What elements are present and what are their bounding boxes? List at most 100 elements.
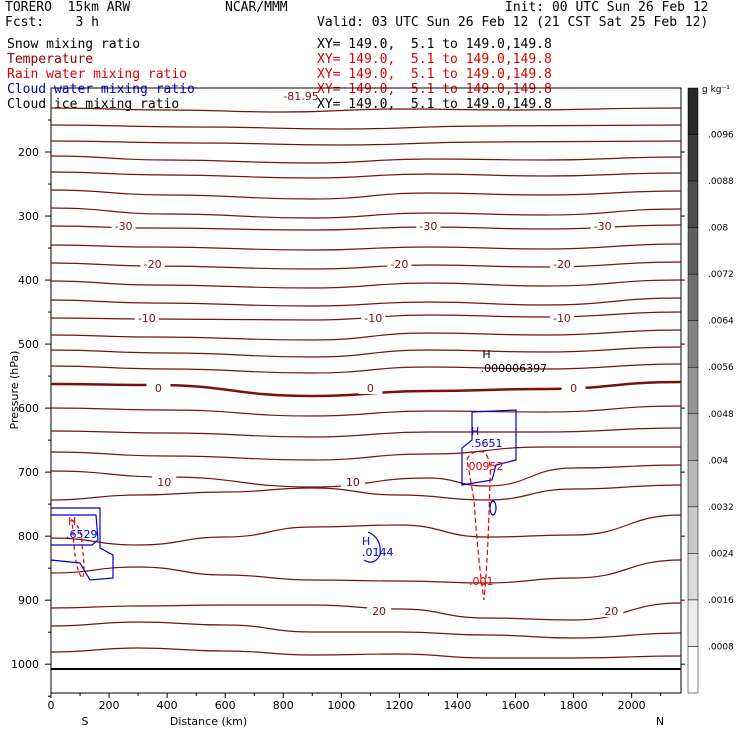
x-tick-label: 0	[48, 699, 55, 712]
isotherm-label-bg	[549, 257, 574, 270]
cloud-water-small	[489, 500, 497, 516]
isotherm-line	[50, 427, 682, 438]
colorbar-band	[687, 87, 699, 135]
isotherm-line	[50, 124, 682, 130]
cloud-water-contour-2	[363, 531, 381, 563]
isotherm-line	[50, 243, 682, 251]
isotherm-label-bg	[599, 604, 624, 617]
cloud-water-H: H	[471, 425, 479, 438]
isotherm-label-bg	[549, 311, 574, 324]
colorbar-tick-label: .0008	[708, 642, 734, 652]
isotherm-label: 20	[372, 605, 386, 618]
isotherm-label-bg	[152, 475, 177, 488]
legend-field-xy: XY= 149.0, 5.1 to 149.0,149.8	[317, 37, 552, 52]
isotherm-label: -20	[553, 258, 571, 271]
colorbar-band	[687, 413, 699, 461]
isotherm-label-bg	[387, 257, 412, 270]
colorbar-tick-label: .0016	[708, 596, 734, 606]
cloud-water-value-2: .0144	[362, 546, 394, 559]
cloud-water-contour	[461, 409, 517, 486]
isotherm-label: -10	[553, 312, 571, 325]
colorbar-tick-label: .0064	[708, 317, 734, 327]
cloud-water-value: .5651	[471, 437, 503, 450]
snow-max-value: .000006397	[481, 362, 547, 375]
x-tick-label: 200	[99, 699, 120, 712]
legend-field-name: Rain water mixing ratio	[7, 67, 188, 82]
isotherm-line	[50, 514, 682, 546]
cloud-water-contour-4	[51, 514, 99, 546]
left-H: H	[68, 515, 76, 528]
isotherm-label-bg	[134, 311, 159, 324]
isotherm-line	[50, 602, 682, 621]
x-tick-label: 2000	[618, 699, 646, 712]
isotherm-label-bg	[416, 219, 441, 232]
colorbar-band	[687, 646, 699, 694]
legend-field-name: Cloud water mixing ratio	[7, 82, 195, 97]
rain-min-value: .001	[469, 575, 494, 588]
isotherm-line	[50, 189, 682, 200]
left-value: .6529	[66, 528, 98, 541]
isotherm-line	[50, 297, 682, 307]
isotherm-line	[50, 346, 682, 358]
isotherm-label: -30	[594, 220, 612, 233]
isotherm-label-bg	[111, 219, 136, 232]
rain-contour	[466, 451, 491, 601]
y-tick-label: 400	[18, 274, 39, 287]
isotherm-label-bg	[590, 219, 615, 232]
isotherm-label-bg	[367, 604, 392, 617]
isotherm-line	[50, 559, 682, 584]
rain-max-value: .00952	[465, 460, 504, 473]
colorbar-band	[687, 553, 699, 601]
isotherm-label: -10	[138, 312, 156, 325]
isotherm-label-bg	[561, 381, 586, 394]
colorbar-band	[687, 227, 699, 275]
isotherm-line	[50, 140, 682, 146]
colorbar-band	[687, 460, 699, 508]
colorbar-band	[687, 273, 699, 321]
legend-field-name: Temperature	[7, 52, 94, 67]
isotherm-label: 10	[346, 476, 360, 489]
x-start-label: S	[82, 715, 89, 728]
isotherm-line	[50, 464, 682, 488]
y-tick-label: 600	[18, 402, 39, 415]
isotherm-label: -30	[115, 220, 133, 233]
legend-field-name: Snow mixing ratio	[7, 37, 141, 52]
colorbar-tick-label: .0032	[708, 503, 734, 513]
x-tick-label: 400	[157, 699, 178, 712]
y-tick-label: 900	[18, 594, 39, 607]
y-tick-label: 700	[18, 466, 39, 479]
colorbar-band	[687, 366, 699, 415]
cloud-water-H-2: H	[362, 535, 370, 548]
colorbar-tick-label: .008	[708, 224, 728, 234]
init-time: Init: 00 UTC Sun 26 Feb 12	[505, 0, 709, 15]
x-tick-label: 1000	[327, 699, 355, 712]
isotherm-label: -30	[419, 220, 437, 233]
colorbar-band	[687, 599, 699, 647]
x-end-label: N	[656, 715, 664, 728]
isotherm-line	[50, 279, 682, 289]
isotherm-label-bg	[358, 381, 383, 394]
isotherm-label: 0	[570, 382, 577, 395]
y-tick-label: 500	[18, 338, 39, 351]
isotherm-line	[50, 329, 682, 341]
y-tick-label: 1000	[11, 658, 39, 671]
model-name: TORERO 15km ARW	[5, 0, 131, 15]
legend-field-xy: XY= 149.0, 5.1 to 149.0,149.8	[317, 82, 552, 97]
plot-frame	[50, 87, 682, 694]
y-axis-label: Pressure (hPa)	[8, 351, 21, 430]
isotherm-line	[50, 484, 682, 501]
isotherm-label-bg	[146, 381, 171, 394]
isotherm-line	[50, 207, 682, 219]
x-tick-label: 600	[215, 699, 236, 712]
org-name: NCAR/MMM	[225, 0, 288, 15]
colorbar-band	[687, 506, 699, 554]
isotherm-line	[50, 107, 682, 113]
x-tick-label: 1800	[560, 699, 588, 712]
rain-contour-2	[71, 518, 85, 579]
forecast-hour: Fcst: 3 h	[5, 15, 99, 30]
colorbar-band	[687, 134, 699, 182]
cloud-water-contour-3	[50, 507, 114, 581]
isotherm-line	[50, 621, 682, 639]
isotherm-line	[50, 446, 681, 461]
x-tick-label: 800	[273, 699, 294, 712]
